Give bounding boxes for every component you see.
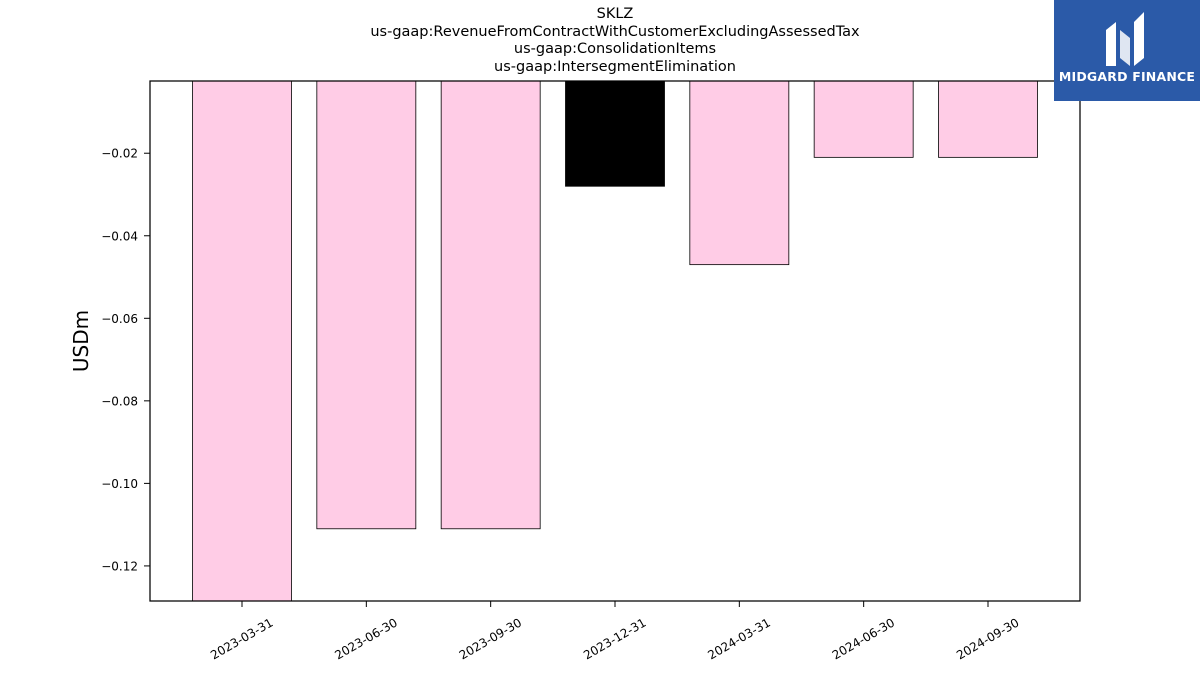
y-tick-label: −0.10 <box>101 477 138 491</box>
y-tick-label: −0.04 <box>101 229 138 243</box>
chart-title-line-1: SKLZ <box>596 6 634 22</box>
bar-2024-06-30 <box>813 80 914 158</box>
bar-2023-03-31 <box>192 80 292 602</box>
y-tick-label: −0.02 <box>101 147 138 161</box>
bar-2023-12-31 <box>565 80 665 187</box>
brand-logo: MIDGARD FINANCE <box>1054 0 1200 101</box>
x-tick-label: 2023-03-31 <box>208 615 275 662</box>
y-tick-label: −0.08 <box>101 394 138 408</box>
x-tick-label: 2024-09-30 <box>954 615 1021 662</box>
chart-title: SKLZ us-gaap:RevenueFromContractWithCust… <box>150 6 1080 76</box>
x-tick-label: 2024-06-30 <box>830 615 897 662</box>
y-tick-label: −0.12 <box>101 559 138 573</box>
chart-title-line-3: us-gaap:ConsolidationItems <box>513 41 717 57</box>
bar-2023-09-30 <box>440 80 541 530</box>
x-tick-label: 2023-09-30 <box>457 615 524 662</box>
bar-2024-09-30 <box>938 80 1038 158</box>
bar-2023-06-30 <box>316 80 417 530</box>
chart-title-line-2: us-gaap:RevenueFromContractWithCustomerE… <box>370 23 860 40</box>
y-axis-label: USDm <box>69 310 93 372</box>
x-tick-label: 2024-03-31 <box>705 615 772 662</box>
chart-title-line-4: us-gaap:IntersegmentElimination <box>494 58 736 75</box>
bar-2024-03-31 <box>689 80 790 266</box>
x-tick-label: 2023-06-30 <box>332 615 399 662</box>
brand-logo-text: MIDGARD FINANCE <box>1058 69 1196 84</box>
midgard-m-logo-icon <box>1106 12 1144 66</box>
y-tick-label: −0.06 <box>101 312 138 326</box>
x-tick-label: 2023-12-31 <box>581 615 648 662</box>
